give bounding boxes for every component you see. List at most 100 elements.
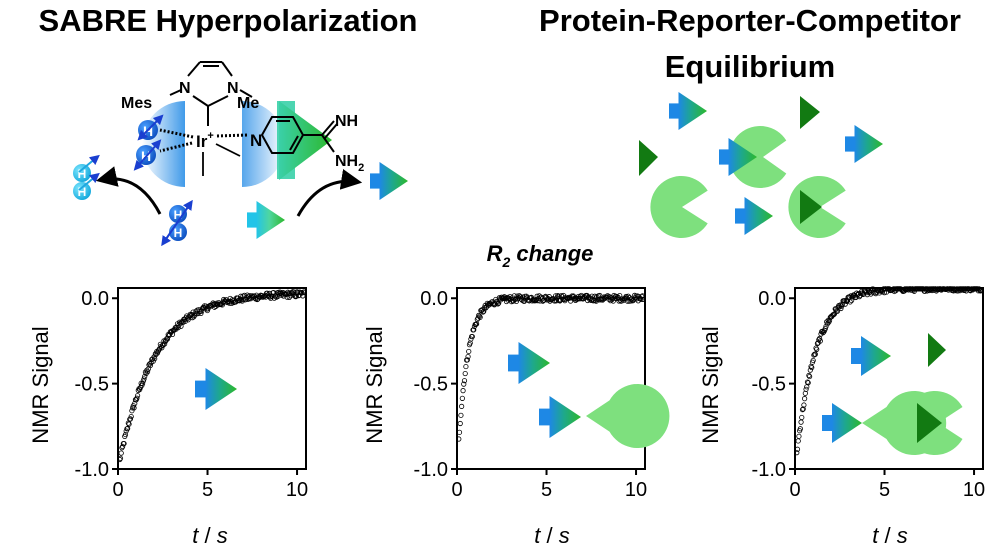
free-substrate-symbol bbox=[247, 201, 285, 239]
plot-2-xlabel: t / s bbox=[534, 523, 569, 548]
plot-2-data-point bbox=[609, 297, 615, 303]
spin-arrow-top bbox=[137, 114, 164, 141]
plot-1-data-point bbox=[136, 386, 142, 392]
plot-1-data-point bbox=[130, 405, 136, 411]
r2-change-label: R2 change bbox=[487, 241, 594, 270]
me-label: Me bbox=[237, 95, 259, 112]
hyperpolarized-product-symbol bbox=[370, 162, 408, 200]
plot-3-free-competitor bbox=[928, 333, 946, 367]
out-h2-spin-arrow-bottom bbox=[78, 172, 100, 191]
plot-2-data-point bbox=[456, 429, 463, 435]
plot-3-data-point bbox=[799, 414, 805, 421]
plot-2-data-point bbox=[577, 296, 583, 302]
plot-3-data-point bbox=[795, 438, 801, 444]
free-h2-h-bottom: H bbox=[174, 226, 183, 240]
plot-3-bound-competitor bbox=[917, 403, 942, 443]
plot-2-data-point bbox=[469, 333, 475, 340]
plot-1-ytick-label: -0.5 bbox=[75, 374, 109, 396]
plot-2-data-point bbox=[459, 395, 465, 401]
right-title-line2: Equilibrium bbox=[665, 49, 836, 84]
plot-2-data-point bbox=[460, 388, 466, 394]
out-h2-h-bottom: H bbox=[78, 185, 87, 199]
plot-1-data-point bbox=[147, 362, 154, 369]
plot-1-data-point bbox=[159, 345, 165, 351]
plot-2-data-point bbox=[468, 336, 474, 342]
plot-3-data-point bbox=[847, 299, 853, 305]
plot-1-data-point bbox=[122, 431, 129, 438]
amidine-nh2: NH2 bbox=[335, 153, 364, 174]
plot-1-data-point bbox=[121, 440, 127, 447]
pyridine-ring bbox=[260, 116, 338, 154]
iridium-label: Ir+ bbox=[196, 130, 214, 151]
plot-2-free-reporter bbox=[508, 342, 550, 384]
plot-3-data-point bbox=[814, 346, 820, 352]
plot-3-data-point bbox=[883, 286, 889, 292]
plot-3: NMR Signal t / s 0 5 10 0.0 -0.5 -1.0 bbox=[698, 286, 985, 548]
plot-2-data-point bbox=[477, 314, 483, 320]
out-h2-ball-top bbox=[73, 164, 91, 182]
plot-3-data-point bbox=[925, 286, 931, 292]
plot-1-data-point bbox=[286, 294, 292, 301]
plot-2-data-point bbox=[535, 298, 541, 304]
out-h2-ball-bottom bbox=[73, 182, 91, 200]
plot-2-data-point bbox=[461, 381, 467, 387]
plot-2-data-point bbox=[459, 403, 465, 409]
plot-2-data-point bbox=[471, 327, 477, 333]
plot-3-data-point bbox=[802, 396, 808, 402]
plot-1-data-point bbox=[236, 297, 242, 303]
plot-1-data-point bbox=[126, 421, 132, 427]
plot-2-data-point bbox=[497, 295, 503, 302]
plot-3-data-point bbox=[977, 288, 984, 294]
plot-2-data-point bbox=[462, 370, 468, 377]
nhc-ligand bbox=[169, 61, 253, 126]
plot-2-data-point bbox=[513, 296, 519, 302]
plot-1-data-point bbox=[120, 443, 126, 450]
plot-1-ylabel: NMR Signal bbox=[28, 326, 53, 443]
reporter-free-2 bbox=[845, 125, 883, 163]
plot-2-data-point bbox=[464, 357, 470, 363]
plot-2-xtick-label: 5 bbox=[541, 479, 552, 501]
plot-1-reporter-icon bbox=[195, 368, 237, 410]
plot-3-data-point bbox=[837, 302, 843, 308]
plot-1-data-point bbox=[175, 325, 181, 331]
protein-empty bbox=[650, 176, 708, 238]
plot-1-data-point bbox=[118, 450, 124, 456]
plot-3-ytick-label: -1.0 bbox=[752, 459, 786, 481]
plot-1-data-point bbox=[293, 294, 299, 300]
plot-2-data-point bbox=[466, 348, 472, 355]
plot-1-frame bbox=[117, 287, 307, 470]
plot-2-ytick-label: -0.5 bbox=[414, 374, 448, 396]
plot-3-xtick-label: 5 bbox=[879, 479, 890, 501]
plot-2-data-point bbox=[511, 293, 517, 299]
plot-3-xtick-label: 0 bbox=[789, 479, 800, 501]
nhc-n2: N bbox=[227, 80, 239, 97]
arrow-h2-release bbox=[95, 166, 162, 215]
plot-3-data-point bbox=[805, 380, 811, 386]
plot-3-data-point bbox=[809, 364, 815, 371]
competitor-free-2 bbox=[639, 140, 658, 176]
plot-3-data-point bbox=[803, 386, 809, 392]
plot-3-ytick-label: 0.0 bbox=[758, 288, 786, 310]
plot-1-data-point bbox=[128, 413, 134, 420]
plot-1-data-point bbox=[198, 310, 204, 316]
plot-2-ytick-label: -1.0 bbox=[414, 459, 448, 481]
plot-1-data-point bbox=[219, 302, 225, 308]
sabre-scheme: Mes N N Me Ir+ H H N NH bbox=[73, 61, 408, 247]
right-title-line1: Protein-Reporter-Competitor bbox=[539, 3, 961, 38]
plot-2-data-point bbox=[485, 301, 491, 308]
protein-bound-reporter bbox=[729, 126, 787, 188]
plot-1-data-point bbox=[238, 293, 244, 299]
plot-2-icons bbox=[508, 342, 670, 449]
plot-2-xtick-label: 0 bbox=[451, 479, 462, 501]
plot-3-data-point bbox=[806, 372, 812, 379]
plot-3-data-point bbox=[868, 291, 874, 297]
plot-2-data-point bbox=[610, 298, 616, 304]
plot-3-data-point bbox=[804, 379, 811, 385]
plot-2-data-point bbox=[465, 353, 471, 360]
plot-2-data-point bbox=[625, 293, 631, 299]
plot-1-data-point bbox=[143, 370, 149, 377]
plot-2-bound-reporter bbox=[539, 396, 581, 438]
plot-2-data-point bbox=[457, 420, 463, 427]
plot-3-data-point bbox=[849, 297, 855, 304]
plot-3-data-point bbox=[817, 338, 823, 344]
